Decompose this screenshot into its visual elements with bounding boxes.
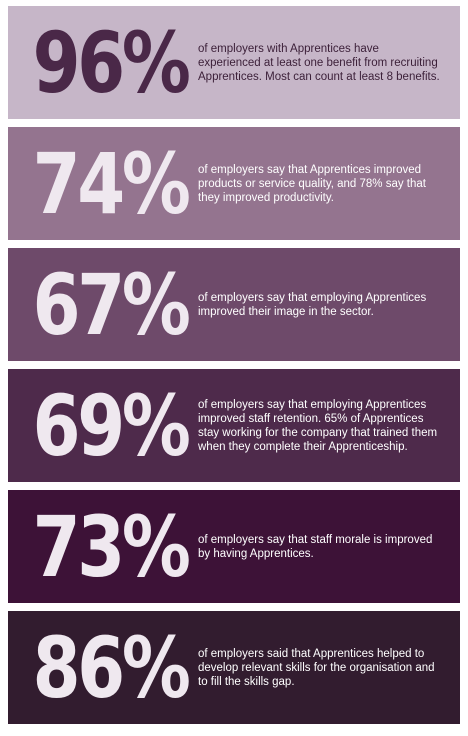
stat-value: 69%	[32, 376, 191, 475]
stat-panel-2: 74% of employers say that Apprentices im…	[8, 127, 460, 240]
stat-panel-4: 69% of employers say that employing Appr…	[8, 369, 460, 482]
stat-description: of employers with Apprentices have exper…	[198, 42, 440, 83]
stat-description: of employers said that Apprentices helpe…	[198, 647, 435, 688]
stat-description: of employers say that Apprentices improv…	[198, 163, 426, 204]
stat-value: 96%	[32, 13, 191, 112]
stat-panel-6: 86% of employers said that Apprentices h…	[8, 611, 460, 724]
stat-description: of employers say that staff morale is im…	[198, 533, 433, 560]
stat-description: of employers say that employing Apprenti…	[198, 398, 438, 453]
stat-value: 73%	[32, 497, 191, 596]
stat-panel-3: 67% of employers say that employing Appr…	[8, 248, 460, 361]
stat-value: 86%	[32, 618, 191, 717]
stat-description: of employers say that employing Apprenti…	[198, 291, 427, 318]
stat-panel-1: 96% of employers with Apprentices have e…	[8, 6, 460, 119]
stat-value: 67%	[32, 255, 191, 354]
stat-panel-5: 73% of employers say that staff morale i…	[8, 490, 460, 603]
stat-value: 74%	[32, 134, 191, 233]
